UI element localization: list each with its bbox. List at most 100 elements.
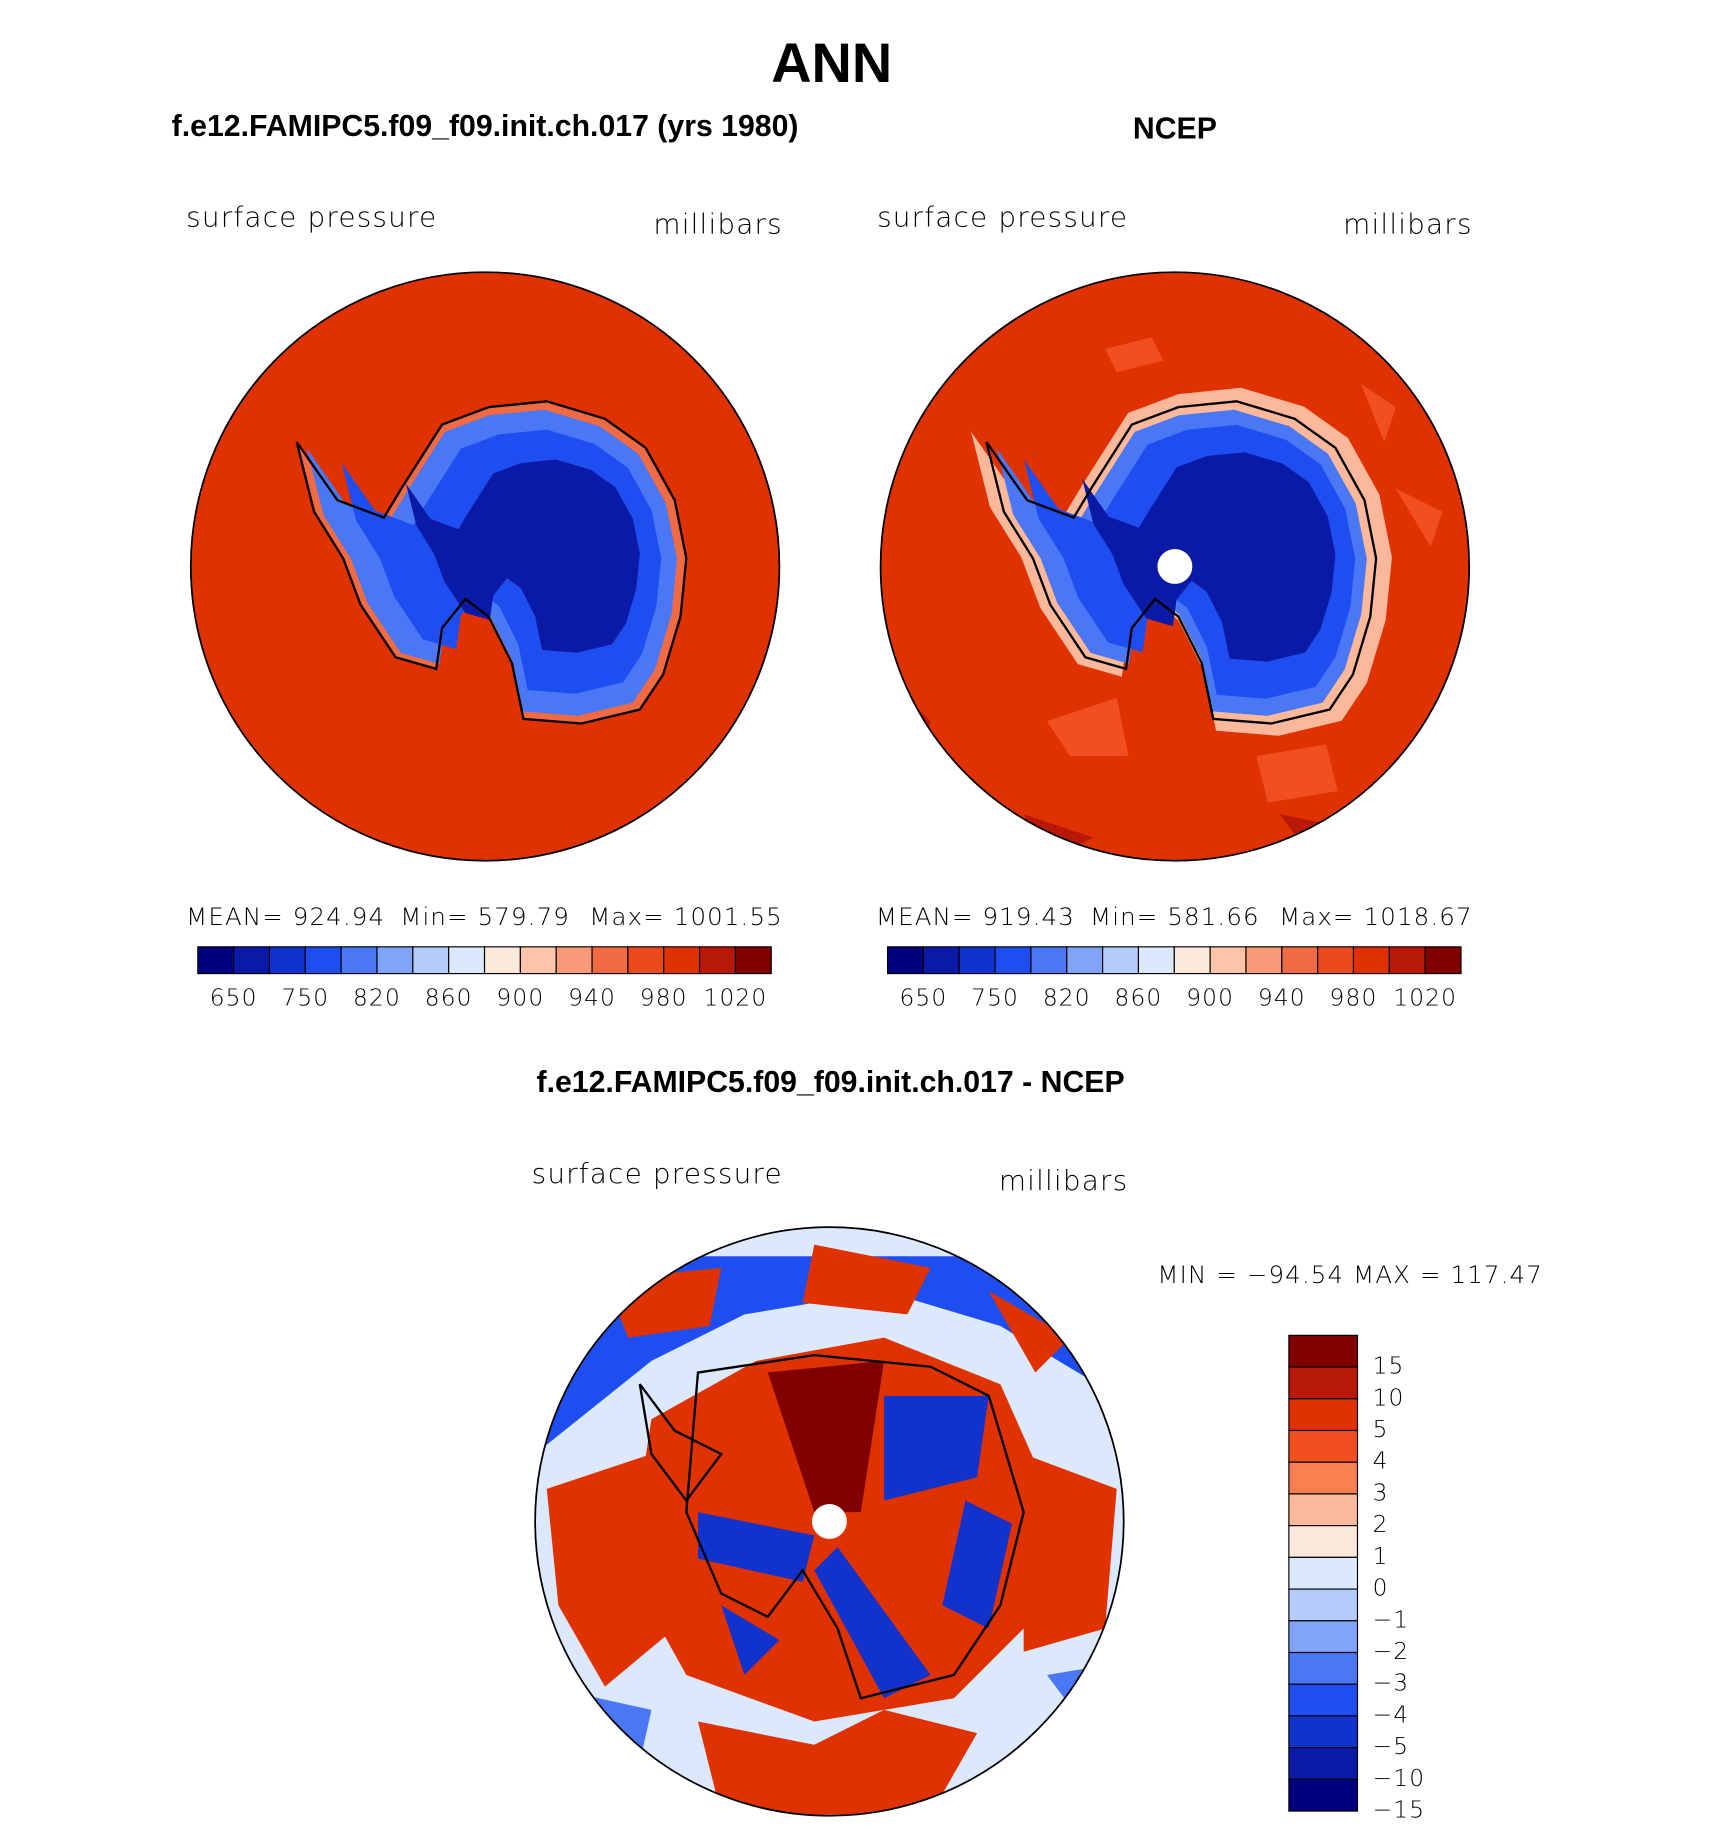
stat: Min= 579.79: [400, 902, 570, 931]
colorbar-label: 860: [1115, 985, 1163, 1012]
colorbar-swatch: [994, 946, 1032, 975]
colorbar-swatch: [448, 946, 486, 975]
colorbar-swatch: [1288, 1651, 1359, 1685]
colorbar: 650 750 820 860 900 940 980 1020: [886, 946, 1462, 1012]
colorbar-swatch: [1288, 1747, 1359, 1780]
colorbar-label: 1: [1373, 1543, 1389, 1570]
variable-label: surface pressure: [532, 1157, 783, 1190]
colorbar-swatch: [1173, 946, 1211, 975]
colorbar-swatch: [1288, 1588, 1359, 1622]
panel-title: NCEP: [1133, 112, 1217, 145]
colorbar-swatch: [1288, 1620, 1359, 1654]
units-label: millibars: [1343, 208, 1473, 241]
colorbar-swatch: [958, 946, 996, 975]
colorbar-label: 750: [971, 985, 1019, 1012]
colorbar-label: 900: [1186, 985, 1234, 1012]
colorbar-swatch: [1288, 1493, 1359, 1527]
colorbar-swatch: [663, 946, 701, 975]
colorbar-label: −10: [1373, 1765, 1426, 1792]
colorbar-label: 1020: [1393, 985, 1457, 1012]
colorbar-swatch: [734, 946, 772, 975]
colorbar-swatch: [304, 946, 342, 975]
colorbar-swatch: [1288, 1715, 1359, 1749]
colorbar-label: 2: [1373, 1511, 1389, 1538]
colorbar-swatch: [376, 946, 414, 975]
colorbar-swatch: [1288, 1778, 1359, 1812]
colorbar-label: 980: [640, 985, 688, 1012]
colorbar-swatch: [627, 946, 665, 975]
colorbar-label: −5: [1373, 1733, 1410, 1760]
colorbar-swatch: [268, 946, 306, 975]
units-label: millibars: [999, 1164, 1129, 1197]
colorbar: 650 750 820 860 900 940 980 1020: [197, 946, 772, 1012]
colorbar-label: −4: [1373, 1701, 1410, 1728]
colorbar-swatch: [197, 946, 235, 975]
colorbar-swatch: [886, 946, 924, 975]
map: [535, 1227, 1124, 1816]
stat: Max= 1001.55: [589, 902, 783, 931]
colorbar-swatch: [412, 946, 450, 975]
colorbar-label: 0: [1373, 1575, 1389, 1602]
colorbar-label: 940: [1258, 985, 1306, 1012]
colorbar-label: −15: [1373, 1797, 1426, 1824]
variable-label: surface pressure: [877, 201, 1128, 234]
stat: Max= 1018.67: [1279, 902, 1473, 931]
colorbar-swatch: [1352, 946, 1390, 975]
colorbar-label: 4: [1373, 1448, 1389, 1475]
colorbar-swatch: [1424, 946, 1462, 975]
colorbar-swatch: [1288, 1398, 1359, 1432]
colorbar-swatch: [555, 946, 593, 975]
colorbar-swatch: [1388, 946, 1426, 975]
colorbar-swatch: [1288, 1461, 1359, 1495]
colorbar-swatch: [1030, 946, 1068, 975]
colorbar-label: 900: [496, 985, 544, 1012]
colorbar-swatch: [698, 946, 736, 975]
figure-title: ANN: [771, 31, 892, 94]
colorbar-swatch: [1288, 1556, 1359, 1590]
colorbar-swatch: [483, 946, 521, 975]
colorbar-swatch: [340, 946, 378, 975]
colorbar-label: 15: [1373, 1353, 1405, 1380]
colorbar-label: −1: [1373, 1606, 1410, 1633]
variable-label: surface pressure: [186, 201, 437, 234]
colorbar-label: 940: [568, 985, 616, 1012]
colorbar-swatch: [1288, 1334, 1359, 1368]
map: [190, 272, 780, 861]
colorbar-swatch: [1102, 946, 1140, 975]
colorbar-label: 860: [425, 985, 473, 1012]
colorbar-label: 650: [899, 985, 947, 1012]
colorbar-swatch: [1288, 1366, 1359, 1400]
colorbar-label: 1020: [703, 985, 767, 1012]
colorbar-label: 750: [281, 985, 329, 1012]
colorbar-swatch: [233, 946, 271, 975]
colorbar-swatch: [591, 946, 629, 975]
colorbar-label: 3: [1373, 1479, 1389, 1506]
colorbar-swatch: [1317, 946, 1355, 975]
colorbar-label: −3: [1373, 1670, 1410, 1697]
stat: Min= 581.66: [1090, 902, 1260, 931]
colorbar-label: 650: [210, 985, 258, 1012]
colorbar-swatch: [922, 946, 960, 975]
colorbar-swatch: [1137, 946, 1175, 975]
colorbar-swatch: [1288, 1525, 1359, 1558]
map: [880, 272, 1470, 861]
colorbar-swatch: [1281, 946, 1319, 975]
colorbar-swatch: [519, 946, 557, 975]
stat: MEAN= 919.43: [876, 902, 1075, 931]
colorbar-label: 5: [1373, 1416, 1389, 1443]
colorbar-label: −2: [1373, 1638, 1410, 1665]
colorbar-label: 980: [1330, 985, 1378, 1012]
colorbar-label: 10: [1373, 1384, 1405, 1411]
colorbar-swatch: [1245, 946, 1283, 975]
stat: MEAN= 924.94: [186, 902, 385, 931]
units-label: millibars: [653, 208, 782, 241]
colorbar-label: 820: [1043, 985, 1091, 1012]
colorbar-swatch: [1066, 946, 1104, 975]
colorbar-label: 820: [353, 985, 401, 1012]
stat: MIN = −94.54 MAX = 117.47: [1157, 1260, 1542, 1289]
panel-title: f.e12.FAMIPC5.f09_f09.init.ch.017 - NCEP: [537, 1066, 1125, 1099]
colorbar-swatch: [1288, 1429, 1359, 1463]
colorbar-swatch: [1209, 946, 1247, 975]
